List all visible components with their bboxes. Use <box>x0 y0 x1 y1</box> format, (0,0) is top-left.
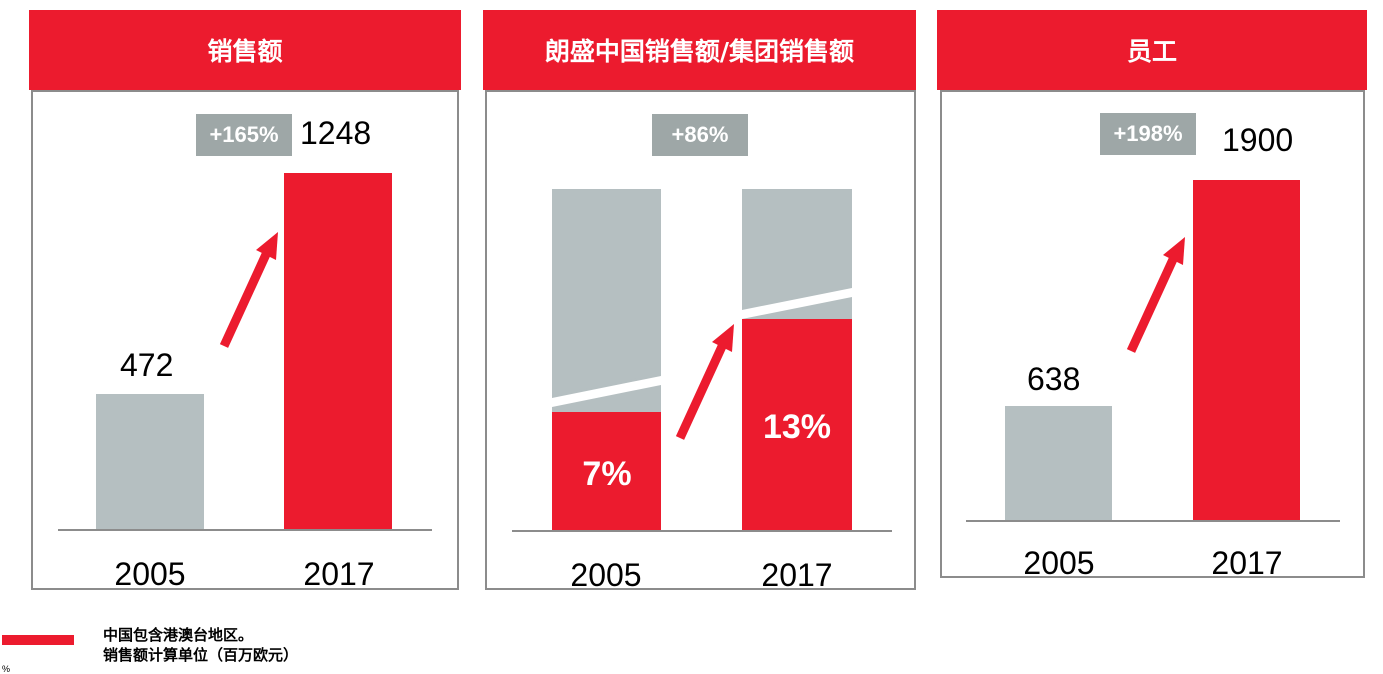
growth-badge-china-share: +86% <box>652 114 748 156</box>
bar-group-sales-2005 <box>552 189 661 412</box>
bar-sales-2005 <box>96 394 204 529</box>
value-label-sales-2017: 1248 <box>300 115 372 151</box>
year-label-china-share-2017: 2017 <box>761 557 833 593</box>
bar-china-share-2005 <box>552 412 661 530</box>
panel-employees-title: 员工 <box>937 10 1367 90</box>
growth-badge-sales: +165% <box>196 114 292 156</box>
bar-china-share-2017 <box>742 319 852 530</box>
year-label-sales-2005: 2005 <box>114 556 186 592</box>
value-label-sales-2005: 472 <box>120 347 174 383</box>
year-label-employees-2005: 2005 <box>1023 545 1095 581</box>
value-label-employees-2017: 1900 <box>1222 122 1294 158</box>
corner-mark: % <box>2 664 11 674</box>
growth-arrow-sales-icon <box>219 232 278 348</box>
axis-break-2005-icon <box>551 373 662 407</box>
bar-sales-2017 <box>284 173 392 529</box>
growth-badge-employees: +198% <box>1100 113 1196 155</box>
bar-employees-2005 <box>1005 406 1112 520</box>
legend-swatch <box>2 635 74 645</box>
year-label-china-share-2005: 2005 <box>570 557 642 593</box>
panel-china-share-title: 朗盛中国销售额/集团销售额 <box>483 10 916 90</box>
axis-break-2017-icon <box>742 288 852 319</box>
value-label-china-share-2005: 7% <box>582 455 632 493</box>
value-label-china-share-2017: 13% <box>762 408 832 446</box>
baseline-employees <box>966 520 1340 522</box>
growth-arrow-china-share-icon <box>675 324 734 440</box>
baseline-sales <box>58 529 432 531</box>
year-label-employees-2017: 2017 <box>1211 545 1283 581</box>
baseline-china-share <box>512 530 892 532</box>
footnote-region: 中国包含港澳台地区。 <box>103 626 254 644</box>
bar-employees-2017 <box>1193 180 1300 520</box>
year-label-sales-2017: 2017 <box>303 556 375 592</box>
footnote-unit: 销售额计算单位（百万欧元） <box>103 646 299 664</box>
panel-sales-title: 销售额 <box>29 10 461 90</box>
growth-arrow-employees-icon <box>1126 237 1185 353</box>
value-label-employees-2005: 638 <box>1027 361 1081 397</box>
